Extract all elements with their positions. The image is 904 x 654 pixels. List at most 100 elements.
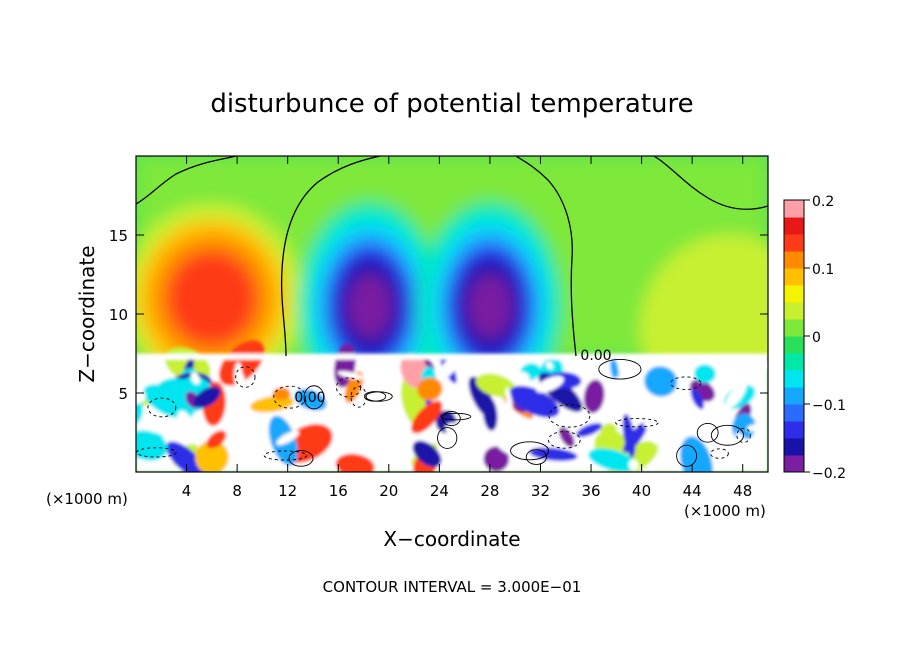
x-tick-label: 28 [480, 482, 499, 500]
heatmap-field: 0.00 0.00 [136, 156, 768, 472]
y-tick-label: 10 [109, 306, 128, 324]
lower-contour [615, 418, 659, 428]
turbulent-eddy [166, 441, 207, 472]
x-unit-left: (×1000 m) [46, 490, 128, 508]
filament [505, 386, 513, 413]
warm-plume [655, 250, 768, 356]
colorbar-tick-label: 0.1 [812, 262, 834, 278]
turbulent-eddy [610, 357, 619, 382]
turbulent-eddy [644, 366, 678, 397]
lower-contour [441, 411, 461, 427]
lower-contour [136, 447, 177, 458]
colorbar-swatch [784, 319, 804, 337]
zero-contour [515, 156, 577, 357]
x-tick-label: 8 [232, 482, 242, 500]
lower-contour [510, 441, 550, 461]
turbulent-eddy [417, 377, 443, 401]
filament [643, 414, 659, 430]
contour-label: 0.00 [580, 348, 611, 364]
filament [190, 372, 201, 385]
filament [138, 370, 153, 385]
zero-contour [653, 156, 768, 210]
lower-contour [363, 391, 387, 402]
lower-contour [288, 450, 314, 467]
colorbar-swatch [784, 336, 804, 354]
turbulent-eddy [583, 379, 605, 414]
contour-interval-note: CONTOUR INTERVAL = 3.000E−01 [323, 578, 582, 596]
lower-contour [598, 359, 642, 380]
colorbar-swatch [784, 200, 804, 218]
warm-plume [183, 267, 241, 329]
lower-contour [710, 448, 729, 459]
colorbar-swatch [784, 285, 804, 303]
filament [514, 371, 530, 382]
zero-contour [280, 156, 381, 357]
turbulent-eddy [195, 440, 229, 472]
colorbar-tick-label: −0.1 [812, 398, 846, 414]
x-tick-label: 4 [182, 482, 192, 500]
colorbar-ticks: 0.2 0.1 0 −0.1 −0.2 [804, 194, 846, 482]
filament [368, 373, 383, 387]
lower-contour [696, 422, 719, 443]
x-tick-label: 16 [329, 482, 348, 500]
turbulent-eddy [412, 440, 442, 468]
x-tick-label: 48 [733, 482, 752, 500]
lower-contour [548, 404, 591, 428]
colorbar-swatch [784, 387, 804, 405]
lower-contour [547, 431, 581, 449]
contour-label: 0.00 [294, 390, 325, 406]
turbulent-eddy [206, 430, 227, 449]
filament [746, 424, 762, 432]
filament [289, 408, 296, 419]
turbulent-eddy [694, 364, 716, 384]
turbulent-eddy [576, 422, 603, 438]
filament [610, 377, 623, 395]
colorbar-swatch [784, 302, 804, 320]
filament [628, 459, 639, 471]
turbulent-eddy [272, 387, 291, 401]
turbulent-eddy [588, 448, 637, 472]
filament [337, 371, 365, 380]
cold-plume [468, 274, 512, 338]
colorbar-swatch [784, 455, 804, 473]
colorbar-tick-label: 0.2 [812, 194, 834, 210]
filament [650, 434, 678, 447]
colorbar [784, 200, 804, 473]
turbulent-eddy [680, 436, 713, 472]
x-tick-label: 32 [531, 482, 550, 500]
contour-labels: 0.00 0.00 [294, 348, 611, 406]
colorbar-swatch [784, 421, 804, 439]
x-axis-ticks: 4 8 12 16 20 24 28 32 36 40 44 48 [182, 156, 752, 500]
filament [239, 425, 254, 441]
y-axis-label: Z−coordinate [75, 245, 99, 382]
colorbar-tick-label: 0 [812, 330, 821, 346]
filament [371, 438, 386, 452]
turbulent-eddy [411, 400, 443, 434]
turbulent-eddy [294, 389, 327, 411]
lower-contour [273, 385, 307, 409]
turbulent-eddy [218, 340, 265, 386]
filament [234, 362, 243, 387]
colorbar-tick-label: −0.2 [812, 466, 846, 482]
x-tick-label: 20 [379, 482, 398, 500]
filament [440, 357, 458, 379]
lower-contour [263, 450, 308, 461]
lower-contour [525, 449, 547, 465]
turbulent-eddy [509, 385, 560, 418]
colorbar-swatch [784, 268, 804, 286]
filament [725, 381, 747, 410]
filament [276, 430, 300, 446]
contour-lines [136, 156, 768, 467]
lower-contour [670, 376, 702, 390]
filament [535, 375, 564, 393]
filament [546, 361, 554, 370]
x-tick-label: 36 [581, 482, 600, 500]
x-tick-label: 24 [430, 482, 449, 500]
lower-layer-turbulence [136, 340, 768, 472]
y-tick-label: 15 [109, 227, 128, 245]
lower-contour [440, 412, 472, 421]
colorbar-swatch [784, 438, 804, 456]
chart-title: disturbunce of potential temperature [210, 89, 693, 119]
turbulent-eddy [622, 413, 636, 458]
interface-strip [136, 353, 768, 360]
